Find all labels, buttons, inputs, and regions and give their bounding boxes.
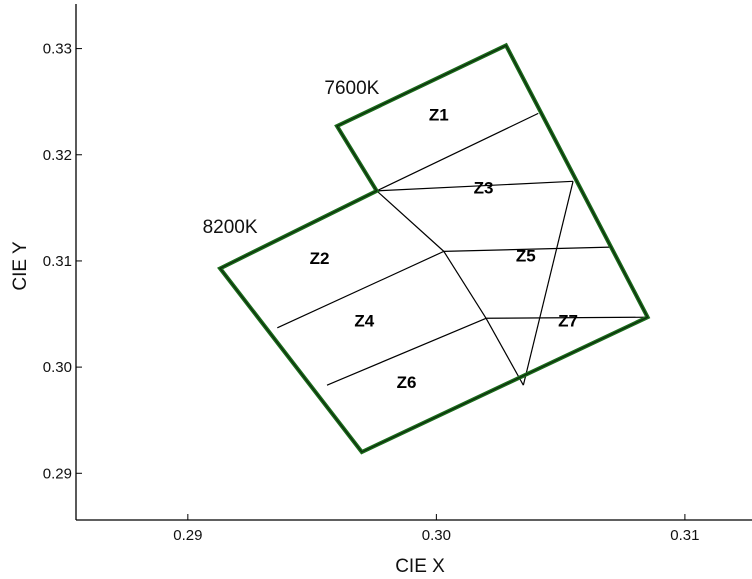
y-tick-label: 0.29: [43, 465, 72, 482]
y-tick-label: 0.32: [43, 147, 72, 164]
y-tick-label: 0.31: [43, 253, 72, 270]
zone-divider-line: [443, 246, 611, 252]
zone-label-z2: Z2: [310, 249, 330, 268]
zone-label-z6: Z6: [397, 373, 417, 392]
y-axis-title: CIE Y: [10, 241, 31, 291]
cct-label-7000k: 7000K: [459, 0, 514, 3]
zone-divider-line: [376, 190, 445, 252]
ticks: 0.29 0.30 0.31 0.29 0.30 0.31 0.32 0.33: [43, 41, 700, 544]
zone-divider-line: [326, 317, 487, 386]
zone-divider-line: [443, 251, 487, 319]
bin-outline-core: [219, 44, 649, 453]
axes: [75, 4, 752, 521]
y-tick-label: 0.33: [43, 41, 72, 58]
cct-label-7600k: 7600K: [324, 78, 379, 99]
zone-labels: Z1 Z2 Z3 Z4 Z5 Z6 Z7: [310, 105, 578, 392]
x-tick-label: 0.31: [670, 527, 699, 544]
zone-label-z3: Z3: [474, 179, 494, 198]
zone-divider-line: [376, 112, 539, 192]
bin-outline: [217, 42, 651, 455]
zone-divider-line: [376, 180, 574, 192]
y-tick-label: 0.30: [43, 359, 72, 376]
x-tick-label: 0.29: [173, 527, 202, 544]
cct-labels: 7000K 7600K 8200K: [203, 0, 514, 238]
x-tick-label: 0.30: [422, 527, 451, 544]
zone-label-z4: Z4: [354, 311, 374, 330]
zone-label-z7: Z7: [558, 311, 578, 330]
zone-label-z5: Z5: [516, 247, 536, 266]
cct-label-8200k: 8200K: [203, 217, 258, 238]
x-axis-title: CIE X: [395, 556, 445, 577]
zone-divider-line: [486, 316, 648, 319]
zone-divider-line: [485, 317, 524, 386]
zone-divider-line: [522, 181, 574, 386]
zone-divider-line: [277, 250, 445, 329]
zone-label-z1: Z1: [429, 105, 449, 124]
